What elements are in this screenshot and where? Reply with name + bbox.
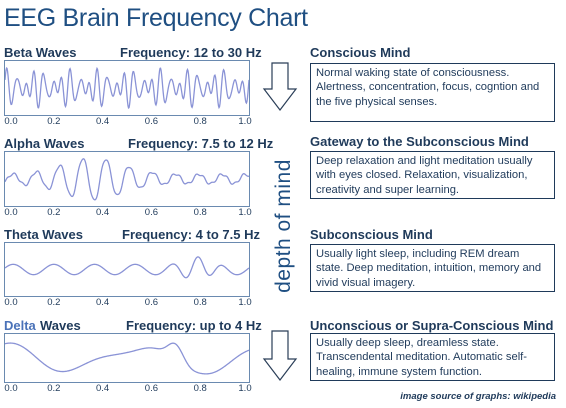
delta-wave-label-prefix: Delta [4,318,36,333]
unconscious-mind-description: Usually deep sleep, dreamless state. Tra… [310,333,555,381]
unconscious-mind-heading: Unconscious or Supra-Conscious Mind [310,318,554,333]
beta-waveform [4,66,250,110]
tick-label: 1.0 [238,383,252,394]
delta-frequency-label: Frequency: up to 4 Hz [126,318,262,333]
tick-label: 0.8 [193,297,207,308]
tick-label: 0.4 [95,297,110,308]
tick-label: 0.4 [95,383,110,394]
page-title: EEG Brain Frequency Chart [4,4,308,32]
tick-label: 0.2 [47,116,61,127]
beta-frequency-label: Frequency: 12 to 30 Hz [120,45,262,60]
tick-label: 0.2 [47,383,61,394]
conscious-mind-description: Normal waking state of consciousness. Al… [310,63,555,122]
tick-label: 0.6 [144,207,158,218]
down-arrow-icon [262,330,298,381]
tick-label: 0.6 [144,297,158,308]
alpha-frequency-label: Frequency: 7.5 to 12 Hz [128,136,274,151]
tick-label: 0.4 [95,207,110,218]
tick-label: 0.8 [193,383,207,394]
theta-waveform [4,256,250,279]
gateway-subconscious-description: Deep relaxation and light meditation usu… [310,151,555,199]
depth-of-mind-label: depth of mind [272,159,295,293]
alpha-waveform [4,158,250,201]
alpha-axis-ticks: 0.0 0.2 0.4 0.6 0.8 1.0 [4,207,252,219]
tick-label: 0.8 [193,207,207,218]
tick-label: 0.8 [193,116,207,127]
alpha-wave-label: Alpha Waves [4,136,85,151]
theta-wave-label: Theta Waves [4,227,83,242]
beta-wave-label: Beta Waves [4,45,77,60]
delta-waveform [4,342,250,375]
tick-label: 1.0 [238,297,252,308]
tick-label: 0.4 [95,116,110,127]
beta-wave-panel [4,60,250,116]
image-credit: image source of graphs: wikipedia [400,391,556,402]
tick-label: 0.0 [4,383,18,394]
subconscious-mind-description: Usually light sleep, including REM dream… [310,244,555,292]
beta-axis-ticks: 0.0 0.2 0.4 0.6 0.8 1.0 [4,116,252,128]
alpha-wave-panel [4,151,250,207]
tick-label: 0.6 [144,116,158,127]
theta-frequency-label: Frequency: 4 to 7.5 Hz [122,227,260,242]
down-arrow-icon [262,62,298,111]
delta-wave-label-suffix: Waves [40,318,81,333]
delta-wave-panel [4,333,250,383]
theta-axis-ticks: 0.0 0.2 0.4 0.6 0.8 1.0 [4,297,252,309]
delta-axis-ticks: 0.0 0.2 0.4 0.6 0.8 1.0 [4,383,252,395]
tick-label: 1.0 [238,116,252,127]
theta-wave-panel [4,242,250,297]
subconscious-mind-heading: Subconscious Mind [310,227,433,242]
conscious-mind-heading: Conscious Mind [310,45,411,60]
tick-label: 0.0 [4,297,18,308]
tick-label: 0.0 [4,207,18,218]
tick-label: 1.0 [238,207,252,218]
gateway-subconscious-heading: Gateway to the Subconscious Mind [310,134,529,149]
tick-label: 0.2 [47,207,61,218]
tick-label: 0.6 [144,383,158,394]
tick-label: 0.2 [47,297,61,308]
tick-label: 0.0 [4,116,18,127]
